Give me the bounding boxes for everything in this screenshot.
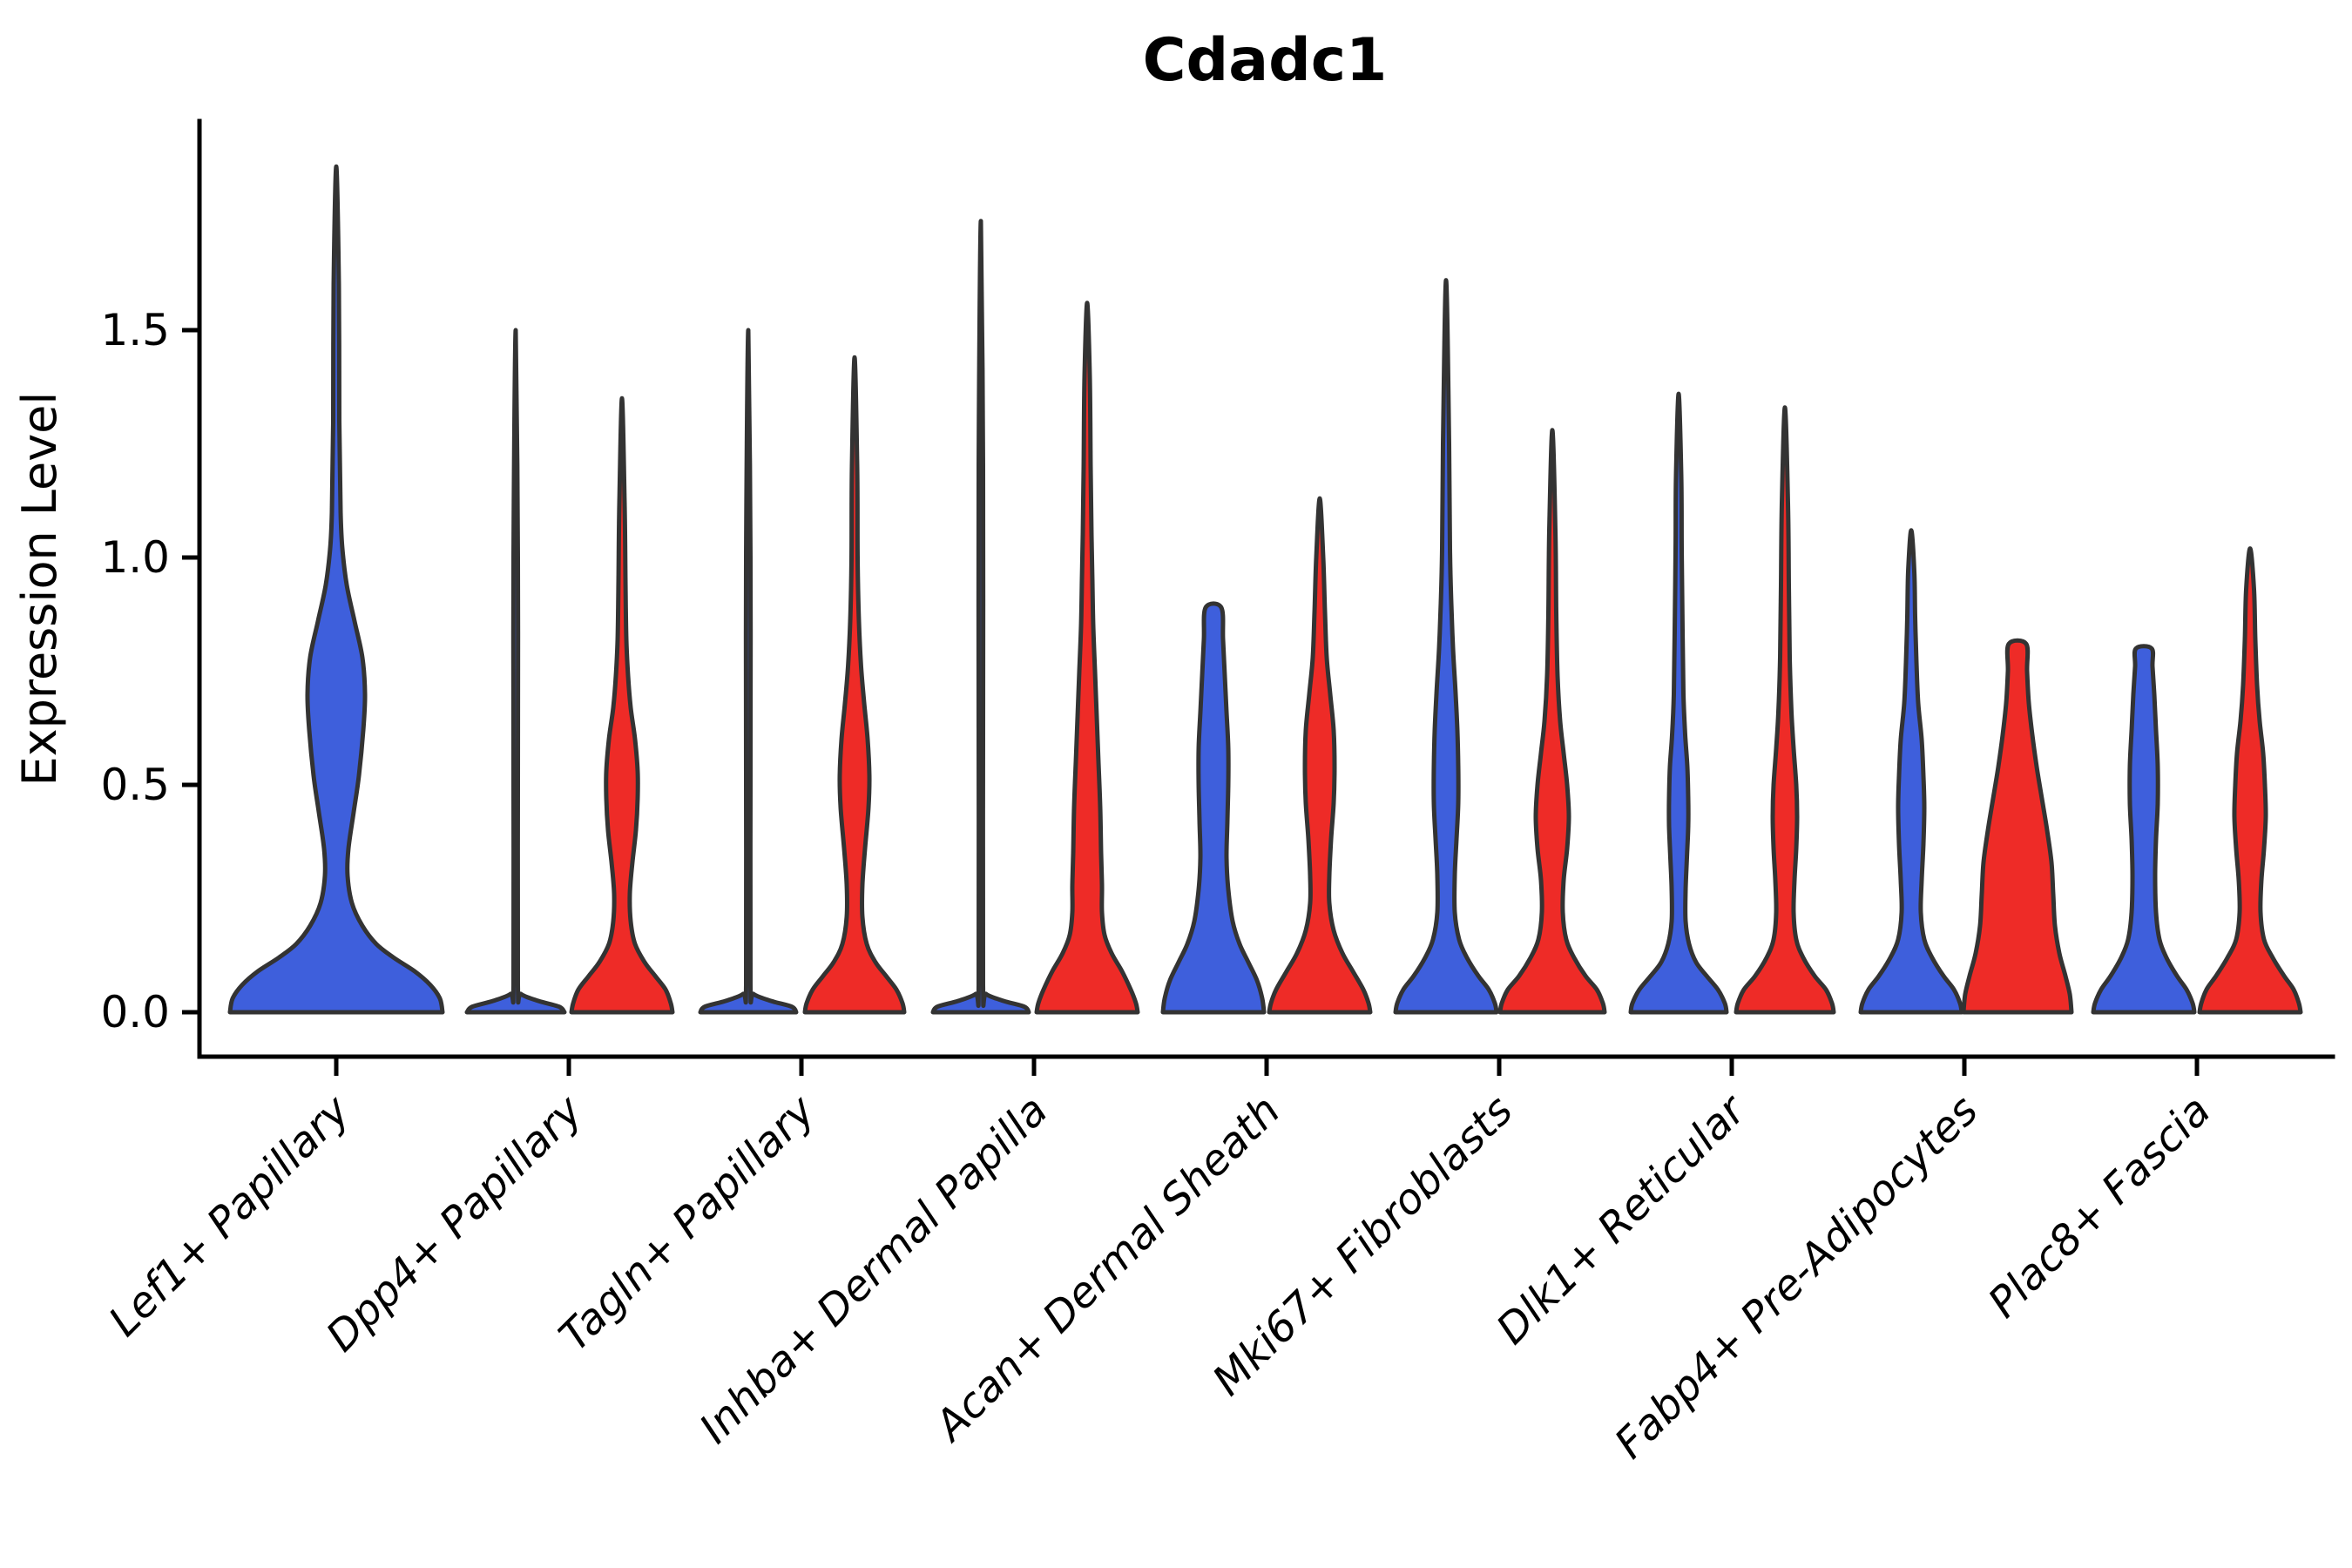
violin-tagln-papillary-blue bbox=[698, 328, 799, 1015]
violin-lef1-papillary-blue bbox=[227, 164, 445, 1015]
y-tick-label-0.0: 0.0 bbox=[100, 987, 170, 1037]
violin-dpp4-papillary-red bbox=[569, 395, 675, 1015]
y-ticks-layer: 0.0 0.5 1.0 1.5 bbox=[100, 305, 199, 1037]
violin-mki67-fibroblasts-red bbox=[1497, 428, 1607, 1015]
violin-acan-dermal-sheath-red bbox=[1267, 496, 1373, 1015]
violin-fabp4-pre-adipocytes-blue bbox=[1858, 528, 1964, 1015]
x-tick-label-plac8-fascia: Plac8+ Fascia bbox=[1979, 1086, 2220, 1328]
violin-dpp4-papillary-blue bbox=[464, 328, 567, 1015]
x-tick-label-dlk1-reticular: Dlk1+ Reticular bbox=[1487, 1085, 1757, 1355]
violin-plac8-fascia-blue bbox=[2091, 644, 2197, 1015]
y-axis-label: Expression Level bbox=[12, 392, 67, 787]
y-tick-label-0.5: 0.5 bbox=[100, 760, 170, 810]
violin-inhba-dermal-papilla-red bbox=[1034, 301, 1140, 1015]
violin-inhba-dermal-papilla-blue bbox=[930, 219, 1031, 1015]
x-tick-label-dpp4-papillary: Dpp4+ Papillary bbox=[317, 1085, 592, 1361]
violin-dlk1-reticular-red bbox=[1734, 405, 1836, 1015]
chart-title: Cdadc1 bbox=[1143, 26, 1388, 95]
x-tick-label-lef1-papillary: Lef1+ Papillary bbox=[99, 1085, 360, 1346]
x-tick-label-tagln-papillary: Tagln+ Papillary bbox=[550, 1085, 825, 1361]
violin-mki67-fibroblasts-blue bbox=[1393, 278, 1499, 1015]
violin-dlk1-reticular-blue bbox=[1628, 391, 1729, 1015]
violin-plac8-fascia-red bbox=[2197, 546, 2303, 1015]
violins-layer bbox=[227, 164, 2303, 1015]
violin-fabp4-pre-adipocytes-red bbox=[1961, 638, 2074, 1015]
violin-acan-dermal-sheath-blue bbox=[1160, 601, 1267, 1015]
y-tick-label-1.5: 1.5 bbox=[100, 305, 170, 355]
violin-tagln-papillary-red bbox=[802, 355, 907, 1015]
y-tick-label-1.0: 1.0 bbox=[100, 532, 170, 583]
